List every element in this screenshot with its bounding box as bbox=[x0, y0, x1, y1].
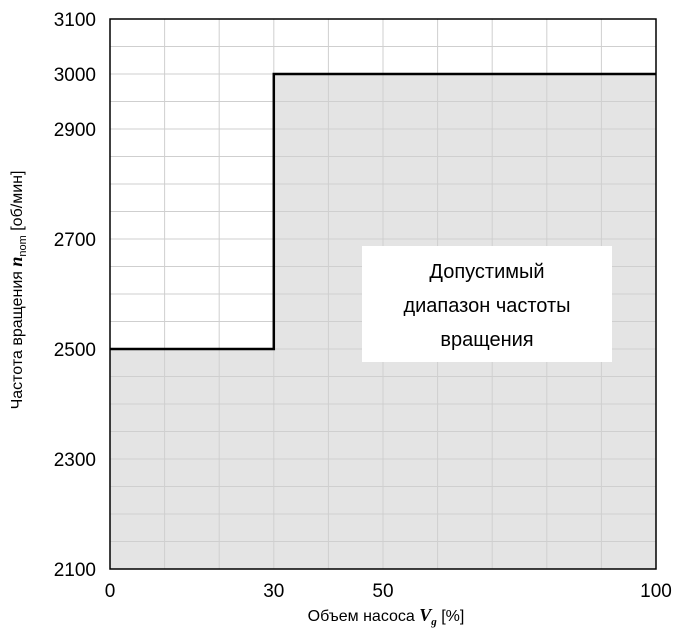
x-tick-label: 0 bbox=[105, 581, 116, 602]
y-tick-label: 2900 bbox=[54, 120, 96, 141]
y-axis-label-symbol: n bbox=[6, 257, 26, 267]
y-tick-label: 2100 bbox=[54, 560, 96, 581]
y-axis-label: Частота вращения nnom [об/мин] bbox=[6, 171, 29, 410]
x-tick-label: 50 bbox=[372, 581, 393, 602]
x-axis-label-subscript: g bbox=[430, 616, 437, 628]
y-tick-label: 3000 bbox=[54, 65, 96, 86]
annotation-line-2: диапазон частоты bbox=[403, 295, 570, 317]
x-tick-label: 30 bbox=[263, 581, 284, 602]
plot-frame bbox=[109, 18, 657, 570]
region-annotation: Допустимый диапазон частоты вращения bbox=[362, 246, 612, 362]
tick-labels: 2100 2300 2500 2700 2900 3000 3100 0 30 50 100 bbox=[54, 10, 672, 602]
y-axis-label-suffix: [об/мин] bbox=[9, 171, 26, 236]
annotation-line-1: Допустимый bbox=[429, 261, 544, 283]
y-tick-label: 3100 bbox=[54, 10, 96, 31]
x-axis-label: Объем насоса Vg [%] bbox=[308, 605, 465, 628]
speed-limit-line bbox=[110, 72, 656, 351]
y-tick-label: 2500 bbox=[54, 340, 96, 361]
x-axis-label-prefix: Объем насоса bbox=[308, 608, 420, 625]
annotation-background bbox=[362, 246, 612, 362]
y-axis-label-prefix: Частота вращения bbox=[9, 267, 26, 410]
x-axis-label-symbol: V bbox=[419, 605, 433, 625]
y-tick-label: 2700 bbox=[54, 230, 96, 251]
x-tick-label: 100 bbox=[640, 581, 672, 602]
y-axis-label-subscript: nom bbox=[17, 235, 29, 256]
x-axis-label-suffix: [%] bbox=[437, 608, 465, 625]
series bbox=[110, 72, 656, 351]
y-tick-label: 2300 bbox=[54, 450, 96, 471]
annotation-line-3: вращения bbox=[440, 329, 533, 351]
